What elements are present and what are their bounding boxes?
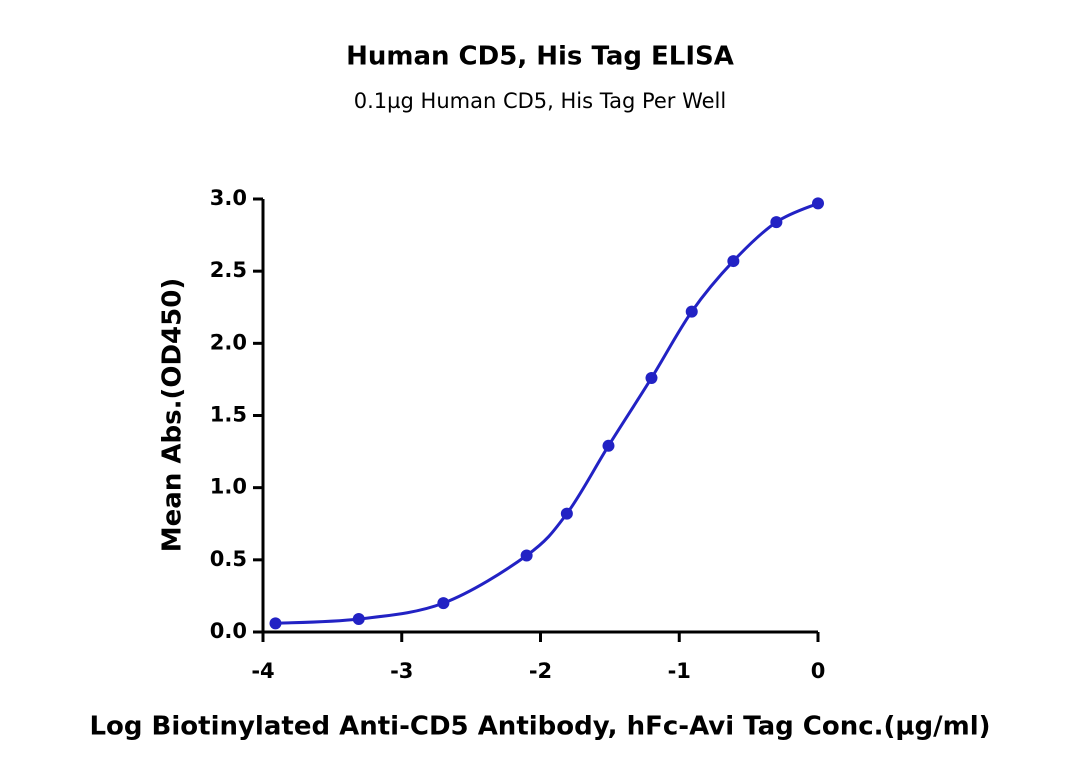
y-axis-label: Mean Abs.(OD450)	[158, 278, 188, 552]
data-point	[685, 305, 698, 318]
x-tick-label: -2	[529, 659, 552, 683]
y-tick-label: 1.5	[210, 403, 247, 427]
chart-subtitle: 0.1µg Human CD5, His Tag Per Well	[354, 89, 726, 113]
x-tick-label: -3	[390, 659, 413, 683]
data-point	[520, 549, 533, 562]
y-tick-label: 1.0	[210, 475, 247, 499]
y-tick-label: 2.5	[210, 258, 247, 282]
data-point	[602, 439, 615, 452]
data-point	[437, 597, 450, 610]
y-tick-label: 0.0	[210, 619, 247, 643]
data-point	[812, 197, 824, 210]
chart-title: Human CD5, His Tag ELISA	[346, 42, 734, 72]
data-point	[770, 216, 783, 229]
data-point	[560, 507, 573, 520]
data-point	[352, 613, 365, 626]
y-tick-label: 2.0	[210, 330, 247, 354]
data-point	[727, 255, 740, 268]
x-tick-label: -4	[251, 659, 274, 683]
x-tick-label: -1	[668, 659, 691, 683]
x-axis-label: Log Biotinylated Anti-CD5 Antibody, hFc-…	[89, 712, 990, 742]
y-tick-label: 3.0	[210, 186, 247, 210]
data-point	[645, 371, 658, 384]
fit-line	[275, 201, 819, 625]
data-point	[269, 617, 282, 630]
x-tick-label: 0	[811, 659, 826, 683]
y-tick-label: 0.5	[210, 547, 247, 571]
